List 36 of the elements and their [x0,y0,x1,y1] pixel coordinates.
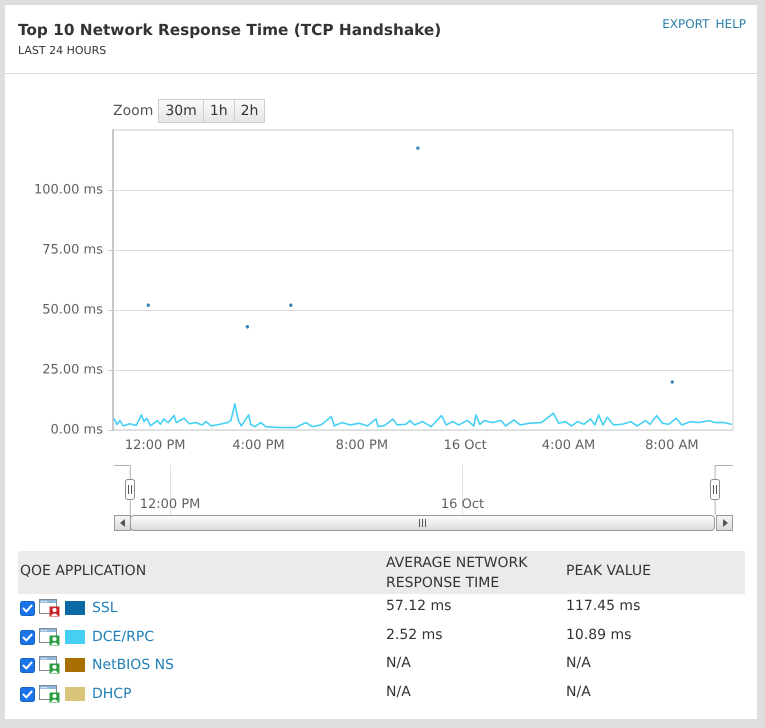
text: Zoom [113,103,154,119]
text: 2.52 ms [386,626,443,643]
y-tick-label: 0.00 ms [50,422,104,438]
x-tick-label: 8:00 PM [336,438,388,453]
y-tick-label: 100.00 ms [34,182,104,198]
text: N/A [566,684,591,700]
x2-tick-label: 12:00 PM [140,497,200,512]
y-tick-label: 75.00 ms [42,242,104,258]
x-tick-label: 4:00 PM [232,438,285,453]
text: HELP [715,17,746,31]
x-tick-label: 4:00 AM [542,438,596,453]
x-tick-label: 8:00 AM [645,438,699,453]
text: 117.45 ms [566,598,640,614]
text: EXPORT [662,17,710,31]
legend-label: SSL [92,600,118,616]
text: N/A [566,655,591,672]
x-tick-label: 12:00 PM [124,438,186,453]
text: 10.89 ms [566,626,632,643]
y-tick-label: 50.00 ms [42,302,104,318]
zoom-button: 2h [234,99,266,123]
x-tick-label: 16 Oct [444,438,487,453]
text: N/A [386,684,411,700]
x2-tick-label: 16 Oct [440,497,484,512]
zoom-button: 1h [202,99,235,123]
legend-label: DHCP [92,686,132,702]
legend-label: NetBIOS NS [92,657,174,674]
chart-title: Top 10 Network Response Time (TCP Handshake) [18,21,442,39]
legend-label: DCE/RPC [92,628,154,645]
y-tick-label: 25.00 ms [42,362,104,378]
text: N/A [386,655,411,672]
zoom-button: 30m [158,99,204,123]
legend-title: QOE APPLICATION [20,563,146,579]
text: AVERAGE NETWORK RESPONSE TIME [386,555,528,591]
text: 57.12 ms [386,598,452,614]
text: PEAK VALUE [566,563,651,579]
chart-subtitle: LAST 24 HOURS [18,44,106,57]
